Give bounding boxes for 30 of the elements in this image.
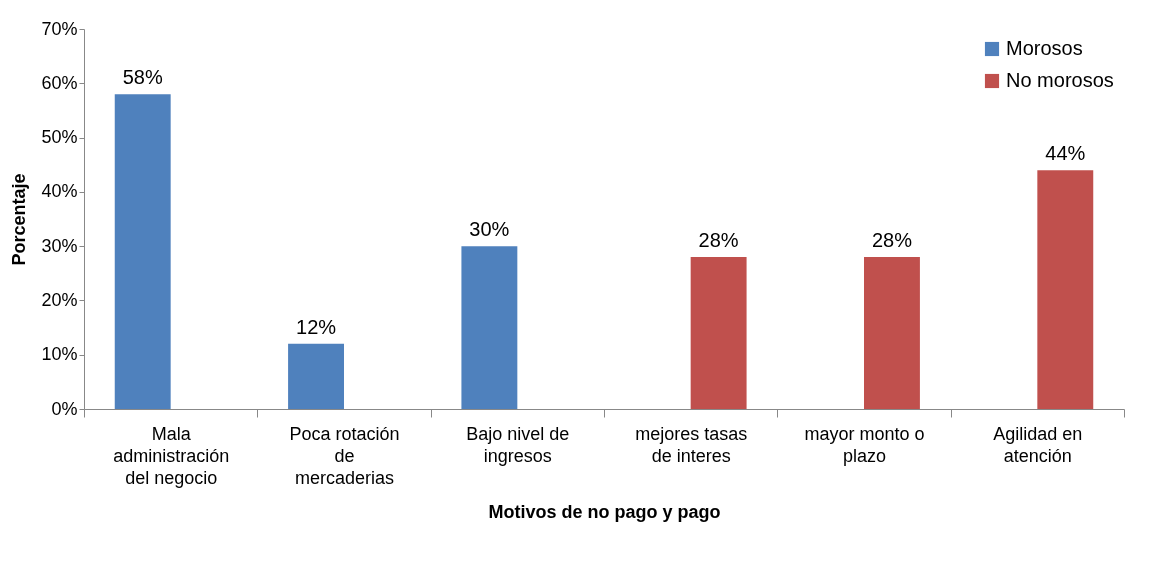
x-tick-label: Bajo nivel de ingresos: [466, 423, 570, 466]
bar: [1037, 170, 1094, 409]
bar: [288, 343, 344, 409]
data-label: 28%: [698, 229, 739, 251]
y-tick-label: 60%: [41, 72, 78, 93]
data-label: 28%: [871, 229, 913, 251]
x-tick-label: Agilidad en atención: [993, 423, 1083, 466]
data-label: 58%: [122, 66, 163, 89]
y-tick-label: 0%: [51, 398, 78, 419]
bar: [114, 94, 171, 409]
y-tick-label: 10%: [41, 344, 78, 365]
legend-label: No morosos: [1006, 69, 1114, 91]
x-tick-label: Mala administración del negocio: [113, 423, 230, 488]
y-tick-label: 20%: [41, 289, 78, 310]
x-tick-label: Poca rotación de mercaderias: [289, 423, 400, 488]
x-tick-label: mejores tasas de interes: [635, 423, 748, 466]
data-label: 44%: [1045, 142, 1086, 165]
legend-label: Morosos: [1006, 37, 1083, 59]
y-tick-label: 50%: [41, 127, 78, 148]
x-tick-label: mayor monto o plazo: [804, 423, 925, 466]
y-tick-label: 40%: [41, 181, 78, 202]
data-label: 12%: [296, 315, 337, 338]
y-axis-title: Porcentaje: [9, 173, 30, 266]
bar: [690, 257, 747, 409]
bar: [864, 257, 920, 409]
bar: [461, 246, 518, 409]
x-axis-title: Motivos de no pago y pago: [488, 501, 721, 522]
y-tick-label: 70%: [41, 18, 78, 39]
data-label: 30%: [469, 218, 510, 241]
y-tick-label: 30%: [41, 235, 78, 256]
